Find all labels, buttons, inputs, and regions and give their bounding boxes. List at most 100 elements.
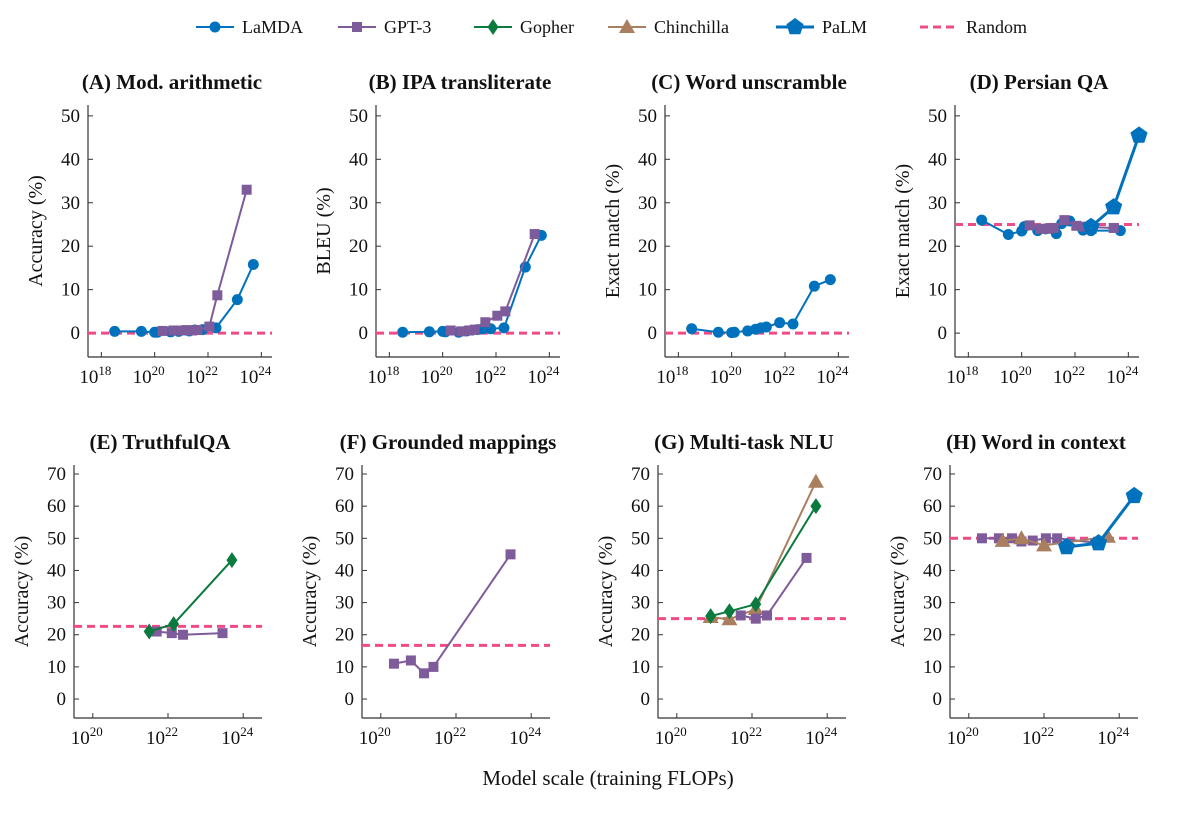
data-point [1013, 530, 1030, 545]
y-tick-label: 50 [349, 106, 368, 127]
panel-title: (G) Multi-task NLU [654, 430, 834, 454]
y-tick-label: 40 [349, 149, 368, 170]
x-tick-exponent: 18 [965, 363, 978, 378]
data-point [1105, 198, 1123, 215]
data-point [492, 310, 503, 321]
data-point [1125, 486, 1143, 504]
data-point [1071, 220, 1082, 231]
x-tick-exponent: 20 [674, 724, 687, 739]
data-point [480, 317, 491, 328]
x-tick-label: 1020 [71, 724, 103, 749]
y-axis-label: Accuracy (%) [11, 536, 33, 648]
data-point [1002, 228, 1014, 240]
x-tick-label: 1020 [133, 363, 165, 388]
data-point [419, 668, 430, 679]
y-tick-label: 20 [631, 625, 650, 646]
data-point [1052, 533, 1063, 544]
data-point [750, 596, 762, 613]
data-point [168, 325, 179, 336]
legend-label: PaLM [822, 17, 867, 37]
x-tick-label: 1024 [239, 363, 271, 388]
panel-title: (H) Word in context [946, 430, 1126, 454]
x-tick-exponent: 24 [1125, 363, 1139, 378]
x-tick-exponent: 24 [528, 724, 542, 739]
y-tick-label: 40 [928, 149, 947, 170]
series-gopher [143, 552, 238, 640]
x-tick-label: 1022 [763, 363, 795, 388]
y-tick-label: 0 [938, 323, 948, 344]
data-point [1090, 534, 1108, 551]
series-gopher [705, 498, 822, 625]
x-tick-label: 1018 [367, 363, 399, 388]
data-point [423, 326, 435, 338]
data-point [1007, 533, 1018, 544]
data-point [464, 325, 475, 336]
y-tick-label: 20 [923, 625, 942, 646]
x-tick-label: 1022 [186, 363, 218, 388]
x-tick-exponent: 20 [966, 724, 979, 739]
x-tick-exponent: 18 [386, 363, 399, 378]
y-tick-label: 50 [335, 528, 354, 549]
x-tick-label: 1020 [947, 724, 979, 749]
legend-marker-triangle [619, 19, 635, 33]
x-tick-label: 1024 [1097, 724, 1130, 749]
series-gpt-3 [388, 549, 516, 679]
x-tick-exponent: 20 [440, 363, 453, 378]
data-point [217, 628, 228, 639]
x-tick-label: 1024 [805, 724, 838, 749]
y-tick-label: 40 [631, 560, 650, 581]
x-tick-label: 1020 [655, 724, 687, 749]
data-point [1048, 222, 1059, 233]
x-tick-label: 1024 [1106, 363, 1139, 388]
y-tick-label: 40 [61, 149, 80, 170]
x-axis-label: Model scale (training FLOPs) [482, 766, 733, 790]
y-tick-label: 30 [47, 593, 66, 614]
data-point [1082, 217, 1100, 234]
legend-marker-pentagon [786, 18, 804, 35]
y-tick-label: 0 [57, 689, 67, 710]
data-point [808, 280, 820, 292]
x-tick-label: 1018 [946, 363, 978, 388]
x-tick-exponent: 24 [1116, 724, 1130, 739]
legend-marker-square [352, 22, 362, 32]
data-point [135, 325, 147, 337]
data-point [1040, 533, 1051, 544]
y-tick-label: 0 [641, 689, 651, 710]
y-tick-label: 0 [359, 323, 369, 344]
y-tick-label: 0 [71, 323, 81, 344]
legend-label: Gopher [520, 17, 574, 37]
data-point [1108, 222, 1119, 233]
data-point [397, 326, 409, 338]
x-tick-exponent: 22 [749, 724, 762, 739]
legend-label: Chinchilla [654, 17, 729, 37]
legend-label: LaMDA [242, 17, 303, 37]
x-tick-label: 1024 [221, 724, 254, 749]
y-tick-label: 20 [335, 625, 354, 646]
x-tick-exponent: 22 [493, 363, 506, 378]
x-tick-exponent: 22 [1041, 724, 1054, 739]
series-palm [1082, 126, 1148, 234]
y-tick-label: 20 [638, 236, 657, 257]
data-point [143, 623, 155, 640]
series-line [402, 234, 543, 334]
data-point [976, 214, 988, 226]
y-axis-label: Accuracy (%) [595, 536, 617, 648]
x-tick-exponent: 20 [90, 724, 103, 739]
x-tick-label: 1022 [1022, 724, 1054, 749]
series-chinchilla [702, 473, 824, 626]
x-tick-label: 1024 [509, 724, 542, 749]
x-tick-label: 1020 [1000, 363, 1032, 388]
y-tick-label: 70 [923, 464, 942, 485]
y-tick-label: 10 [61, 280, 80, 301]
x-tick-label: 1018 [656, 363, 688, 388]
x-tick-exponent: 20 [729, 363, 742, 378]
data-point [1027, 535, 1038, 546]
y-tick-label: 10 [335, 657, 354, 678]
data-point [723, 603, 735, 620]
y-tick-label: 10 [349, 280, 368, 301]
y-tick-label: 20 [349, 236, 368, 257]
data-point [168, 616, 180, 633]
panel-title: (F) Grounded mappings [340, 430, 557, 454]
